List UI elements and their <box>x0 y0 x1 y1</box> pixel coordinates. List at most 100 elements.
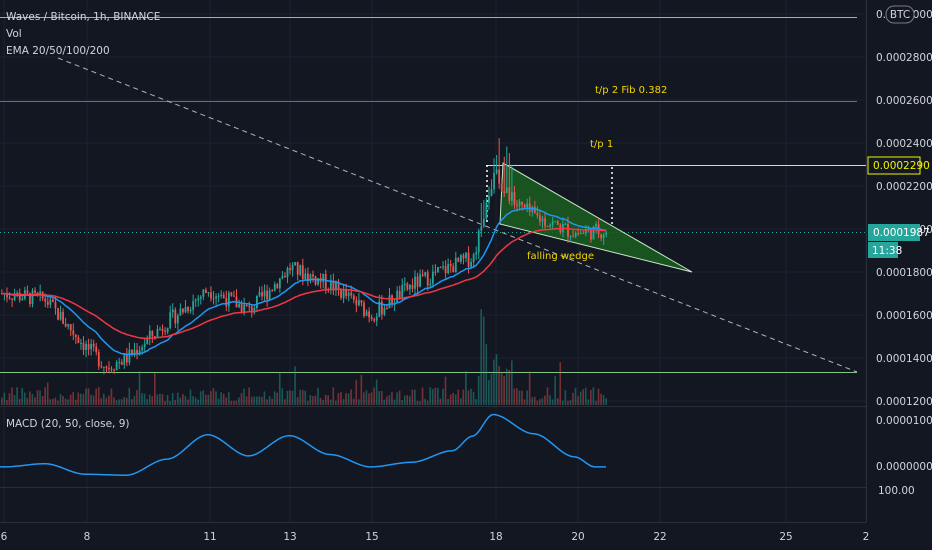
volume-bar <box>488 379 490 405</box>
volume-bar <box>57 400 59 405</box>
candle-body <box>44 298 47 302</box>
volume-bar <box>439 398 442 405</box>
volume-bar <box>39 390 41 405</box>
volume-bar <box>225 397 227 405</box>
volume-bar <box>431 389 434 405</box>
candle-body <box>34 290 36 293</box>
volume-bar <box>105 397 108 405</box>
volume-bar <box>29 391 31 405</box>
candle-body <box>556 221 559 225</box>
ema-label[interactable]: EMA 20/50/100/200 <box>6 45 110 57</box>
volume-bar <box>146 399 148 405</box>
candle-body <box>380 301 383 315</box>
candle-body <box>388 295 391 309</box>
candle-body <box>179 308 182 316</box>
candle-body <box>67 324 70 327</box>
volume-bar <box>3 392 6 405</box>
vol-label[interactable]: Vol <box>6 28 22 40</box>
price-axis[interactable] <box>866 0 932 522</box>
candle-body <box>551 221 554 225</box>
volume-bar <box>304 390 307 405</box>
candle-body <box>108 368 110 370</box>
time-axis[interactable] <box>0 522 932 550</box>
candle-body <box>1 293 3 295</box>
candle-body <box>409 285 411 290</box>
candle-body <box>447 264 450 273</box>
candle-body <box>452 266 455 273</box>
falling-wedge-shape[interactable] <box>499 162 693 273</box>
volume-bar <box>248 387 250 405</box>
volume-bar <box>92 395 95 405</box>
candle-body <box>414 276 416 289</box>
volume-bar <box>579 391 582 405</box>
volume-bar <box>284 399 286 405</box>
volume-bar <box>202 390 205 405</box>
volume-bar <box>31 394 34 405</box>
time-tick-label: 22 <box>653 531 666 543</box>
candle-body <box>301 265 304 280</box>
candle-body <box>31 290 34 305</box>
volume-bar <box>549 395 551 405</box>
volume-bar <box>546 387 549 405</box>
time-tick-label: 18 <box>489 531 502 543</box>
candle-body <box>164 330 166 333</box>
volume-bar <box>567 400 569 405</box>
volume-bar <box>569 400 572 405</box>
volume-bar <box>322 400 324 405</box>
volume-bar <box>363 392 365 405</box>
candle-body <box>505 187 508 194</box>
candle-body <box>294 262 297 266</box>
macd-label[interactable]: MACD (20, 50, close, 9) <box>6 418 129 430</box>
candle-body <box>240 304 243 314</box>
candle-body <box>577 233 580 235</box>
candle-body <box>128 349 131 363</box>
volume-bar <box>46 382 49 405</box>
candle-body <box>457 257 460 262</box>
volume-bar <box>592 387 595 405</box>
volume-bar <box>391 391 393 405</box>
volume-bar <box>582 389 584 405</box>
candle-body <box>309 274 312 282</box>
volume-bar <box>329 399 332 405</box>
volume-bar <box>605 398 607 405</box>
candle-body <box>324 274 327 289</box>
candle-body <box>72 330 75 335</box>
volume-bar <box>337 393 340 405</box>
volume-bar <box>398 390 401 405</box>
volume-bar <box>182 394 184 405</box>
candle-body <box>263 290 266 297</box>
volume-bar <box>18 398 21 405</box>
volume-bar <box>192 395 194 405</box>
volume-bar <box>217 398 220 405</box>
volume-bar <box>80 393 82 405</box>
candle-body <box>29 292 31 305</box>
candle-body <box>434 271 437 273</box>
candle-body <box>202 289 205 297</box>
volume-bar <box>222 393 225 405</box>
candle-body <box>57 308 59 320</box>
price-tick-label: 0.0001200 <box>876 396 932 408</box>
candle-body <box>82 342 85 351</box>
candle-body <box>276 284 279 289</box>
volume-bar <box>11 387 13 405</box>
symbol-title[interactable]: Waves / Bitcoin, 1h, BINANCE <box>6 11 160 23</box>
volume-bar <box>263 391 266 405</box>
volume-bar <box>243 388 245 405</box>
candle-body <box>131 349 133 356</box>
volume-bar <box>595 400 597 405</box>
tp2-annotation: t/p 2 Fib 0.382 <box>595 85 667 96</box>
candle-body <box>39 291 42 295</box>
volume-bar <box>169 400 171 405</box>
volume-bar <box>419 400 421 405</box>
candle-body <box>449 264 452 267</box>
trend-line[interactable] <box>57 57 858 373</box>
volume-bar <box>49 399 52 405</box>
volume-bar <box>207 394 210 405</box>
countdown-text: 11:38 <box>872 245 902 257</box>
candle-body <box>271 290 274 292</box>
currency-badge-box[interactable] <box>885 5 915 24</box>
volume-bar <box>355 380 358 405</box>
volume-bar <box>266 399 268 405</box>
volume-bar <box>434 387 437 405</box>
